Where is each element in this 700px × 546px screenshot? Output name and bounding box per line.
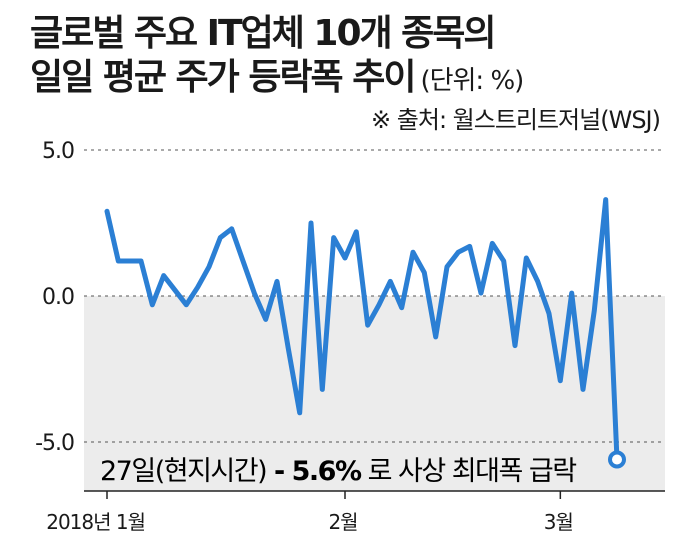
y-tick-label: -5.0 bbox=[35, 431, 74, 456]
annotation-label: 27일(현지시간) - 5.6% 로 사상 최대폭 급락 bbox=[100, 456, 576, 487]
x-tick-label: 2월 bbox=[328, 510, 357, 534]
x-axis-ticks: 2018년 1월 2월 3월 bbox=[46, 491, 574, 534]
annotation-value: - 5.6% bbox=[266, 456, 362, 487]
grid-lines bbox=[84, 149, 665, 443]
annotation-suffix: 로 사상 최대폭 급락 bbox=[361, 456, 577, 487]
y-axis-ticks: 5.0 0.0 -5.0 bbox=[35, 139, 75, 456]
y-tick-label: 0.0 bbox=[42, 285, 74, 310]
chart-title-line-2-text: 일일 평균 주가 등락폭 추이 bbox=[30, 57, 416, 98]
source-note: ※ 출처: 월스트리트저널(WSJ) bbox=[371, 106, 661, 134]
chart-title-line-1: 글로벌 주요 IT업체 10개 종목의 bbox=[30, 13, 497, 54]
series-layer bbox=[104, 197, 626, 469]
x-tick-label: 3월 bbox=[544, 510, 573, 534]
y-tick-label: 5.0 bbox=[42, 139, 74, 164]
last-point-marker bbox=[608, 450, 626, 469]
annotation-prefix: 27일(현지시간) bbox=[100, 456, 266, 487]
unit-label: (단위: %) bbox=[420, 66, 524, 96]
series-line bbox=[104, 197, 620, 462]
x-tick-label: 2018년 1월 bbox=[46, 510, 145, 534]
chart-title-line-2: 일일 평균 주가 등락폭 추이 (단위: %) bbox=[30, 48, 524, 100]
